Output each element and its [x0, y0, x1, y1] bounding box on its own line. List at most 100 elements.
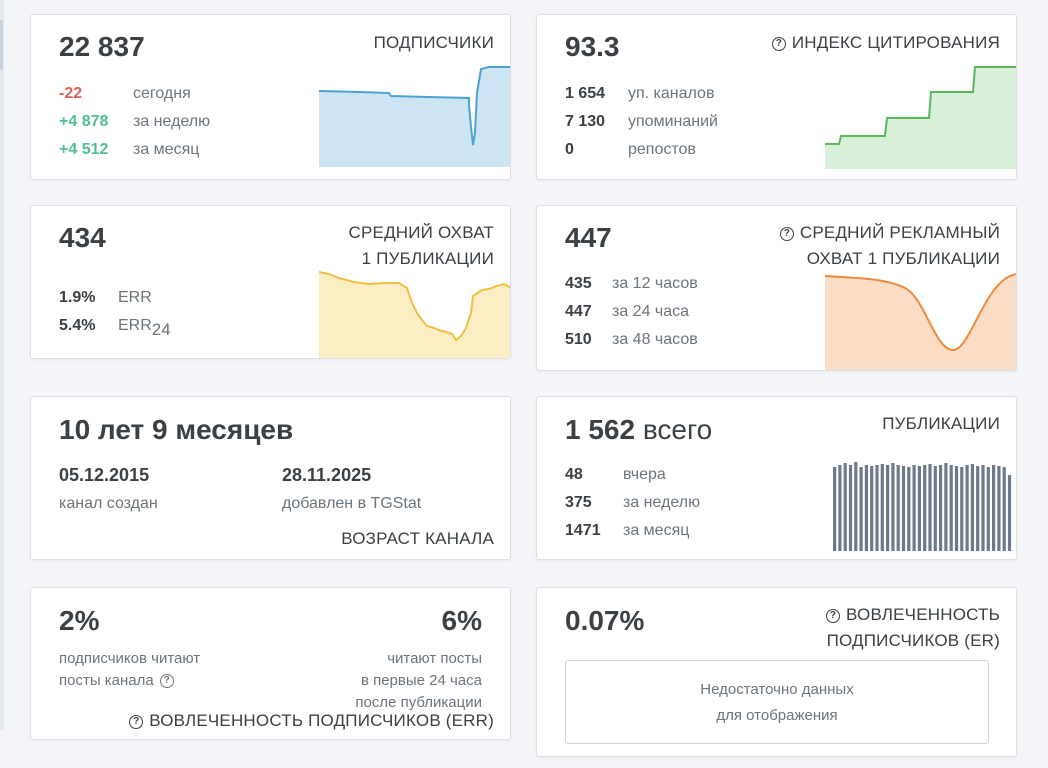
average-reach-sparkline: [319, 271, 510, 358]
posts-bar: [986, 467, 990, 551]
citation-index-value: 93.3: [565, 31, 620, 62]
average-reach-value: 434: [59, 222, 106, 253]
subscribers-card[interactable]: 22 837 ПОДПИСЧИКИ -22 сегодня +4 878 за …: [30, 14, 511, 180]
stat-value: +4 512: [59, 141, 109, 158]
sparkline-area: [319, 67, 510, 167]
stat-label: за 12 часов: [612, 275, 698, 292]
ad-reach-title: ? СРЕДНИЙ РЕКЛАМНЫЙ ОХВАТ 1 ПУБЛИКАЦИИ: [779, 220, 1000, 272]
err-left-caption: подписчиков читают посты канала?: [59, 650, 201, 689]
average-reach-card[interactable]: 434 СРЕДНИЙ ОХВАТ 1 ПУБЛИКАЦИИ 1.9% ERR 5…: [30, 205, 511, 359]
err-left-value: 2%: [59, 605, 100, 636]
average-reach-title: СРЕДНИЙ ОХВАТ 1 ПУБЛИКАЦИИ: [348, 223, 494, 268]
posts-bar: [954, 466, 959, 551]
no-data-placeholder: Недостаточно данных для отображения: [565, 660, 989, 744]
help-icon[interactable]: ?: [159, 674, 174, 688]
stat-row-month: +4 512 за месяц: [59, 136, 319, 164]
sparkline-area: [825, 274, 1016, 370]
posts-bar: [917, 466, 921, 551]
stat-label: за месяц: [623, 522, 690, 539]
posts-card[interactable]: 1 562 всего ПУБЛИКАЦИИ 48 вчера 375 за н…: [536, 396, 1017, 560]
created-date: 05.12.2015: [59, 465, 150, 485]
posts-bar: [1007, 475, 1012, 551]
stat-value: 1 654: [565, 85, 606, 102]
err-value: 1.9%: [59, 289, 96, 306]
help-icon[interactable]: ?: [771, 37, 786, 51]
posts-bar: [1002, 467, 1006, 551]
stat-label: за неделю: [623, 494, 701, 511]
stat-row-today: -22 сегодня: [59, 80, 319, 108]
posts-bar: [949, 465, 953, 551]
channel-age-value: 10 лет 9 месяцев: [59, 414, 294, 445]
posts-bar: [933, 466, 937, 551]
err-right-caption: читают посты в первые 24 часа после публ…: [355, 650, 482, 711]
posts-bar: [870, 466, 874, 551]
stat-row-week: +4 878 за неделю: [59, 108, 319, 136]
posts-bar: [896, 465, 900, 551]
err-stats: 1.9% ERR 5.4% ERR24: [59, 284, 259, 344]
posts-bar: [838, 465, 842, 551]
er-engagement-card[interactable]: 0.07% ? ВОВЛЕЧЕННОСТЬ ПОДПИСЧИКОВ (ER) Не…: [536, 587, 1017, 757]
err-right-value: 6%: [441, 605, 482, 636]
stat-value: 375: [565, 494, 592, 511]
channel-age-title: ВОЗРАСТ КАНАЛА: [341, 529, 494, 548]
posts-title: ПУБЛИКАЦИИ: [882, 414, 1000, 433]
posts-bar: [976, 466, 980, 551]
posts-bar: [854, 462, 858, 551]
channel-age-card[interactable]: 10 лет 9 месяцев 05.12.2015 канал создан…: [30, 396, 511, 560]
ad-reach-sparkline: [825, 273, 1016, 370]
posts-bar: [864, 465, 868, 551]
posts-bar: [912, 465, 916, 551]
posts-bar: [848, 465, 853, 551]
err-label: ERR: [118, 289, 152, 306]
subscribers-stats: -22 сегодня +4 878 за неделю +4 512 за м…: [59, 80, 319, 164]
added-label: добавлен в TGStat: [282, 495, 422, 512]
citation-sparkline: [825, 66, 1016, 169]
stat-value: 435: [565, 275, 592, 292]
posts-bar: [886, 465, 890, 551]
citation-stats: 1 654 уп. каналов 7 130 упоминаний 0 реп…: [565, 80, 825, 164]
ad-reach-card[interactable]: 447 ? СРЕДНИЙ РЕКЛАМНЫЙ ОХВАТ 1 ПУБЛИКАЦИ…: [536, 205, 1017, 371]
sparkline-area: [319, 272, 510, 358]
posts-bar: [907, 467, 911, 551]
posts-bar: [875, 465, 879, 551]
posts-bar: [880, 464, 884, 551]
citation-index-card[interactable]: 93.3 ? ИНДЕКС ЦИТИРОВАНИЯ 1 654 уп. канал…: [536, 14, 1017, 180]
created-label: канал создан: [59, 495, 158, 512]
stat-value: +4 878: [59, 113, 109, 130]
posts-bar: [891, 463, 895, 551]
stat-label: репостов: [628, 141, 696, 158]
stat-label: за 24 часа: [612, 303, 690, 320]
posts-stats: 48 вчера 375 за неделю 1471 за месяц: [565, 461, 785, 545]
posts-bar: [970, 464, 974, 551]
stat-label: за неделю: [133, 113, 211, 130]
stat-label: за 48 часов: [612, 331, 698, 348]
posts-bar: [997, 466, 1001, 551]
posts-bar: [833, 467, 837, 551]
sparkline-line: [319, 66, 510, 146]
stat-value: -22: [59, 85, 83, 102]
er-engagement-title: ? ВОВЛЕЧЕННОСТЬ ПОДПИСЧИКОВ (ER): [826, 605, 1000, 650]
help-icon[interactable]: ?: [826, 609, 841, 623]
posts-bar: [992, 465, 996, 551]
stat-label: уп. каналов: [628, 85, 715, 102]
stat-value: 48: [565, 466, 583, 483]
help-icon[interactable]: ?: [779, 227, 794, 241]
posts-bar: [939, 465, 943, 551]
stat-label: сегодня: [133, 85, 191, 102]
posts-bar: [928, 464, 932, 551]
posts-bar: [901, 466, 906, 551]
er-value: 0.07%: [565, 605, 645, 636]
posts-bar: [923, 465, 927, 551]
citation-index-title: ? ИНДЕКС ЦИТИРОВАНИЯ: [771, 30, 1000, 56]
ad-reach-stats: 435 за 12 часов 447 за 24 часа 510 за 48…: [565, 270, 785, 354]
err-engagement-card[interactable]: 2% 6% подписчиков читают посты канала? ч…: [30, 587, 511, 740]
err24-value: 5.4%: [59, 317, 96, 334]
ad-reach-value: 447: [565, 222, 612, 253]
added-date: 28.11.2025: [282, 465, 372, 485]
help-icon[interactable]: ?: [129, 715, 144, 729]
posts-bar: [981, 465, 985, 551]
subscribers-sparkline: [319, 66, 510, 167]
posts-bar: [960, 467, 964, 551]
left-scroll-edge: [0, 0, 4, 730]
stat-label: упоминаний: [628, 113, 718, 130]
